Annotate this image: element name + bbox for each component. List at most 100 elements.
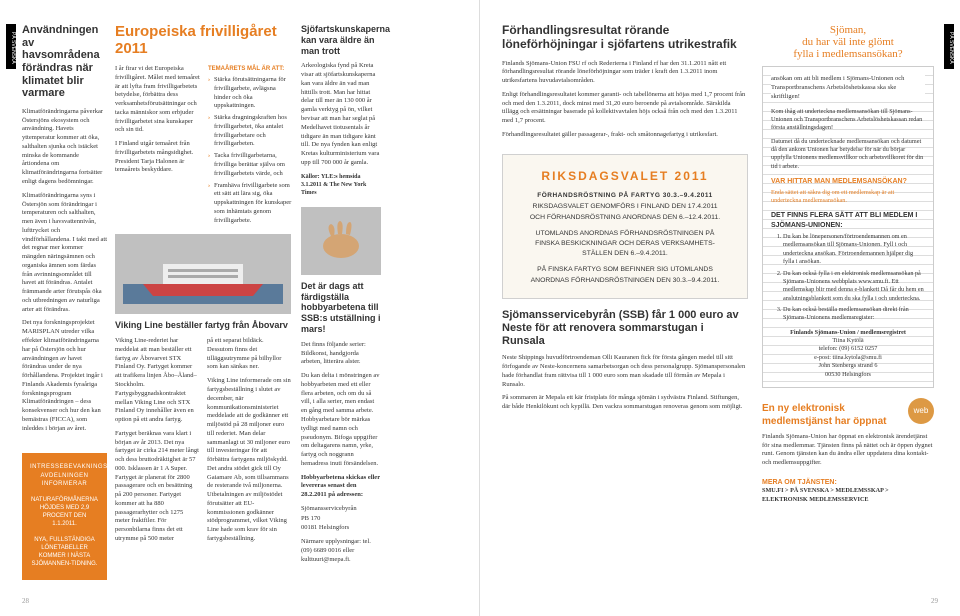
klimat-title: Användningen av havsområdena förändras n…: [22, 24, 107, 100]
hand-l1: Sjöman,: [762, 24, 934, 36]
handwritten-note: Sjöman, du har väl inte glömt fylla i me…: [762, 24, 934, 60]
union-intro: ansökan om att bli medlem i Sjömans-Unio…: [771, 75, 925, 101]
riks-l3a: UTOMLANDS ANORDNAS FÖRHANDSRÖSTNINGEN PÅ: [517, 229, 733, 239]
riks-l2b: OCH FÖRHANDSRÖSTNING ANORDNAS DEN 6.–12.…: [517, 213, 733, 223]
hand-icon: [306, 216, 376, 266]
sig-mail: e-post: tiina.kytola@smu.fi: [771, 354, 925, 362]
neg-p2: Enligt förhandlingsresultatet kommer gar…: [502, 91, 748, 126]
europ-g3: Tacka frivilligarbetarna, frivilliga ber…: [208, 152, 293, 178]
enews-block: web En ny elektronisk medlemstjänst har …: [762, 402, 934, 468]
ssb-title: Sjömansservicebyrån (SSB) får 1 000 euro…: [502, 309, 748, 349]
riks-l1: FÖRHANDSRÖSTNING PÅ FARTYG 30.3.–9.4.201…: [517, 191, 733, 201]
right-top-row: Förhandlingsresultat rörande löneförhöjn…: [502, 24, 938, 504]
union-q1a: Enda sättet att säkra dig om ett medlems…: [771, 189, 925, 206]
europ-goals-title: TEMAÅRETS MÅL ÄR ATT:: [208, 65, 293, 73]
mera-block: MERA OM TJÄNSTEN: SMU.FI > PÅ SVENSKA > …: [762, 478, 934, 504]
klimat-p2: Klimatförändringarna syns i Östersjön so…: [22, 192, 107, 315]
page-left: PÅ SVENSKA Användningen av havsområdena …: [0, 0, 480, 616]
union-p1: Kom ihåg att underteckna medlemsansökan …: [771, 108, 925, 133]
hand-l3: fylla i medlemsansökan?: [762, 48, 934, 60]
union-p2: Datumet då du undertecknade medlemsansök…: [771, 138, 925, 171]
europ-g2: Stärka dragningskraften hos frivilligarb…: [208, 114, 293, 149]
europ-col2: TEMAÅRETS MÅL ÄR ATT: Stärka förutsättni…: [208, 65, 293, 228]
kreta-p1: Arkeologiska fynd på Kreta visar att sjö…: [301, 62, 381, 167]
ssb-block: Sjömansservicebyrån (SSB) får 1 000 euro…: [502, 309, 748, 412]
hobby-p1: Det finns följande serier: Bildkonst, ha…: [301, 341, 381, 367]
europ-goals-list: Stärka förutsättningarna för frivilligar…: [208, 76, 293, 225]
viking-c1: Viking Line-rederiet har meddelat att ma…: [115, 337, 199, 549]
union-ol1: Du kan be lönepersonen/förtroendemannen …: [783, 233, 925, 266]
page-number-right: 29: [931, 597, 938, 606]
hobby-addr2: PB 170: [301, 515, 381, 524]
kreta-title: Sjöfartskunskaperna kan vara äldre än ma…: [301, 24, 381, 56]
viking-c2p2: Viking Line informerade om sin fartygsbe…: [207, 377, 291, 544]
hobby-p3: Närmare upplysningar: tel. (09) 6689 001…: [301, 538, 381, 564]
viking-block: Viking Line beställer fartyg från Åbovar…: [115, 320, 291, 548]
orange-sidebar-title: INTRESSEBEVAKNINGS- AVDELNINGEN INFORMER…: [30, 463, 99, 487]
sig-name: Finlands Sjömans-Union / medlemsregistre…: [771, 329, 925, 337]
viking-c2: på ett separat bildäck. Dessutom finns d…: [207, 337, 291, 549]
page-number-left: 28: [22, 597, 29, 606]
left-columns: Användningen av havsområdena förändras n…: [22, 24, 457, 580]
hobby-addr3: 00181 Helsingfors: [301, 524, 381, 533]
sig-addr2: 00530 Helsingfors: [771, 371, 925, 379]
europ-g4: Framhäva frivilligarbete som ett sätt at…: [208, 182, 293, 226]
enews-p1: Finlands Sjömans-Union har öppnat en ele…: [762, 433, 934, 468]
union-q2: DET FINNS FLERA SÄTT ATT BLI MEDLEM I SJ…: [771, 211, 925, 230]
neg-p1: Finlands Sjömans-Union FSU rf och Rederi…: [502, 60, 748, 86]
union-ol3: Du kan också beställa medlemsansökan dir…: [783, 306, 925, 323]
lined-notebook-box: ansökan om att bli medlem i Sjömans-Unio…: [762, 66, 934, 388]
neg-title: Förhandlingsresultat rörande löneförhöjn…: [502, 24, 748, 52]
rp-right-col: Sjöman, du har väl inte glömt fylla i me…: [762, 24, 934, 504]
riks-l3b: FINSKA BESKICKNINGAR OCH DERAS VERKSAMHE…: [517, 239, 733, 249]
neg-p3: Förhandlingsresultatet gäller passagerar…: [502, 131, 748, 140]
ship-image: [115, 234, 291, 314]
riks-l4b: ANORDNAS FÖRHANDSRÖSTNINGEN DEN 30.3.–9.…: [517, 276, 733, 286]
viking-c1p1: Viking Line-rederiet har meddelat att ma…: [115, 337, 199, 425]
union-signature: Finlands Sjömans-Union / medlemsregistre…: [771, 329, 925, 379]
viking-title: Viking Line beställer fartyg från Åbovar…: [115, 320, 291, 331]
mera-title: MERA OM TJÄNSTEN:: [762, 478, 934, 487]
riksdagsvalet-box: RIKSDAGSVALET 2011 FÖRHANDSRÖSTNING PÅ F…: [502, 154, 748, 299]
orange-sidebar: INTRESSEBEVAKNINGS- AVDELNINGEN INFORMER…: [22, 453, 107, 580]
sig-tel: telefon: (09) 6152 0257: [771, 345, 925, 353]
riks-l2a: RIKSDAGSVALET GENOMFÖRS I FINLAND DEN 17…: [517, 202, 733, 212]
side-tab-left: PÅ SVENSKA: [6, 24, 16, 69]
klimat-p3: Det nya forskningsprojektet MARISPLAN ut…: [22, 319, 107, 433]
riks-title: RIKSDAGSVALET 2011: [517, 167, 733, 185]
web-icon: web: [908, 398, 934, 424]
hand-l2: du har väl inte glömt: [762, 36, 934, 48]
klimat-p1: Klimatförändringarna påverkar Östersjöns…: [22, 108, 107, 187]
page-right: PÅ SVENSKA Förhandlingsresultat rörande …: [480, 0, 960, 616]
col-center: Europeiska frivilligåret 2011 I år firar…: [115, 24, 293, 580]
riks-l3c: STÄLLEN DEN 6.–9.4.2011.: [517, 249, 733, 259]
ssb-p2: På sommaren är Mepala ett kär fristplats…: [502, 394, 748, 412]
kreta-src: Källor: YLE:s hemsida 3.1.2011 & The New…: [301, 173, 381, 197]
hobby-p2: Du kan delta i mönstringen av hobbyarbet…: [301, 372, 381, 468]
orange-sidebar-l2: NYA, FULLSTÄNDIGA LÖNETABELLER KOMMER I …: [30, 536, 99, 568]
union-ol: Du kan be lönepersonen/förtroendemannen …: [771, 233, 925, 323]
rp-left-col: Förhandlingsresultat rörande löneförhöjn…: [502, 24, 748, 504]
union-q1: VAR HITTAR MAN MEDLEMSANSÖKAN?: [771, 177, 925, 186]
hobby-sendt: Hobbyarbetena skickas eller levereras se…: [301, 474, 381, 500]
col-klimat: Användningen av havsområdena förändras n…: [22, 24, 107, 580]
hand-image: [301, 207, 381, 275]
europ-p2: I Finland utgår temaåret från frivilliga…: [115, 140, 200, 175]
sig-addr1: John Stenbergs strand 6: [771, 362, 925, 370]
ssb-p1: Neste Shippings huvudförtroendeman Olli …: [502, 354, 748, 389]
viking-c2p1: på ett separat bildäck. Dessutom finns d…: [207, 337, 291, 372]
col-e: Sjöfartskunskaperna kan vara äldre än ma…: [301, 24, 381, 580]
viking-c1p2: Fartyget beräknas vara klart i början av…: [115, 430, 199, 544]
riks-l4a: PÅ FINSKA FARTYG SOM BEFINNER SIG UTOMLA…: [517, 265, 733, 275]
sig-person: Tiina Kytölä: [771, 337, 925, 345]
union-ol2: Du kan också fylla i en elektronisk medl…: [783, 270, 925, 303]
europ-g1: Stärka förutsättningarna för frivilligar…: [208, 76, 293, 111]
ship-icon: [123, 244, 283, 304]
europ-title: Europeiska frivilligåret 2011: [115, 24, 293, 57]
mera-link: SMU.FI > PÅ SVENSKA > MEDLEMSSKAP > ELEK…: [762, 487, 934, 504]
europ-col1: I år firar vi det Europeiska frivilligår…: [115, 65, 200, 228]
hobby-title: Det är dags att färdigställa hobbyarbete…: [301, 281, 381, 335]
europ-p1: I år firar vi det Europeiska frivilligår…: [115, 65, 200, 135]
side-tab-right: PÅ SVENSKA: [944, 24, 954, 69]
orange-sidebar-l1: NATURAFÖRMÅNERNA HÖJDES MED 2,9 PROCENT …: [30, 496, 99, 528]
